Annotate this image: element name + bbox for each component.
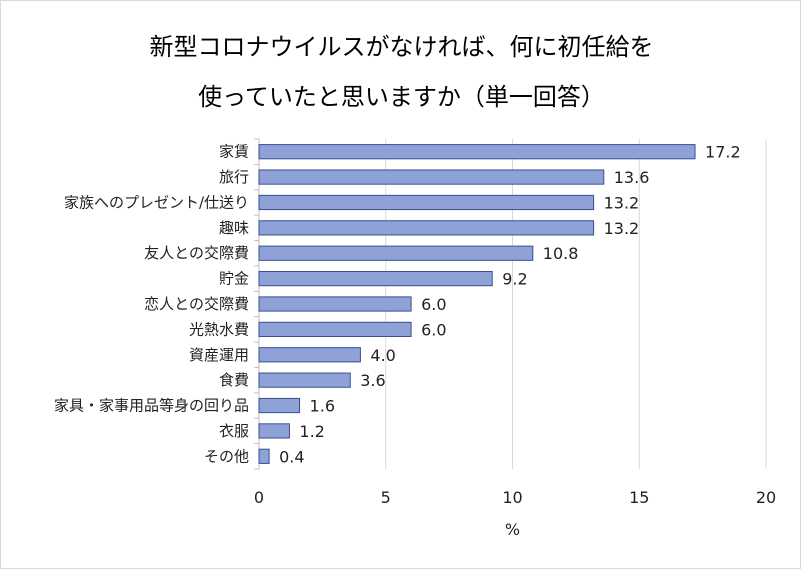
bar-9 xyxy=(258,372,351,388)
bar-4 xyxy=(258,245,534,261)
value-label-11: 1.2 xyxy=(299,422,324,441)
bar-3 xyxy=(258,220,595,236)
x-tick-label-2: 10 xyxy=(502,488,522,507)
value-label-3: 13.2 xyxy=(604,219,640,238)
bar-7 xyxy=(258,321,412,337)
value-label-7: 6.0 xyxy=(421,320,446,339)
category-label-9: 食費 xyxy=(219,371,249,389)
bar-2 xyxy=(258,194,595,211)
value-label-4: 10.8 xyxy=(543,244,579,263)
category-label-12: その他 xyxy=(204,447,249,465)
value-label-5: 9.2 xyxy=(502,270,527,289)
value-label-2: 13.2 xyxy=(604,193,640,212)
category-label-4: 友人との交際費 xyxy=(144,244,249,262)
x-tick-label-3: 15 xyxy=(629,488,649,507)
value-label-10: 1.6 xyxy=(310,397,335,416)
chart-title-line-1: 新型コロナウイルスがなければ、何に初任給を xyxy=(149,33,654,61)
bar-11 xyxy=(258,423,290,439)
category-label-5: 貯金 xyxy=(219,270,249,288)
category-label-10: 家具・家事用品等身の回り品 xyxy=(54,397,249,415)
value-label-6: 6.0 xyxy=(421,295,446,314)
category-label-11: 衣服 xyxy=(219,422,249,440)
category-label-2: 家族へのプレゼント/仕送り xyxy=(64,193,249,211)
bar-5 xyxy=(258,271,493,287)
x-tick-label-1: 5 xyxy=(381,488,391,507)
category-label-6: 恋人との交際費 xyxy=(144,295,249,313)
category-label-7: 光熱水費 xyxy=(189,320,249,338)
bar-0 xyxy=(258,144,696,160)
bar-1 xyxy=(258,169,605,185)
x-axis-title: % xyxy=(505,520,520,539)
bar-6 xyxy=(258,296,412,312)
category-label-1: 旅行 xyxy=(219,168,249,186)
bar-10 xyxy=(258,397,301,414)
x-tick-label-0: 0 xyxy=(254,488,264,507)
bar-12 xyxy=(258,448,270,464)
bar-8 xyxy=(258,347,361,363)
category-label-3: 趣味 xyxy=(219,219,249,237)
value-label-9: 3.6 xyxy=(360,371,385,390)
chart-title-line-2: 使っていたと思いますか（単一回答） xyxy=(198,83,605,111)
category-label-8: 資産運用 xyxy=(189,346,249,364)
value-label-8: 4.0 xyxy=(370,346,395,365)
value-label-12: 0.4 xyxy=(279,447,304,466)
category-label-0: 家賃 xyxy=(219,143,249,161)
value-label-0: 17.2 xyxy=(705,143,741,162)
x-tick-label-4: 20 xyxy=(756,488,776,507)
value-label-1: 13.6 xyxy=(614,168,650,187)
